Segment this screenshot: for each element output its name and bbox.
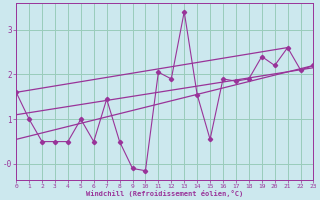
X-axis label: Windchill (Refroidissement éolien,°C): Windchill (Refroidissement éolien,°C) [86,190,244,197]
